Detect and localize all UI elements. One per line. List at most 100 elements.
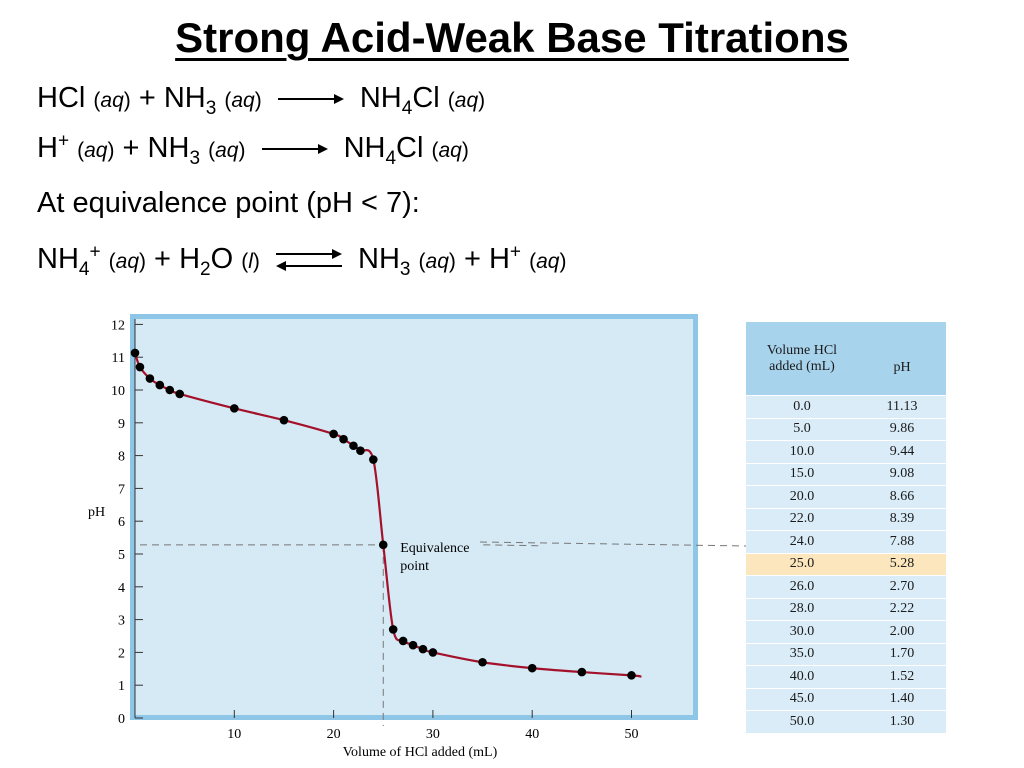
y-axis-label: pH [88,505,105,520]
ph-header: pH [858,322,946,396]
y-tick-label: 12 [111,318,125,333]
volume-cell: 22.0 [746,507,858,531]
data-point [408,640,418,650]
eq3-h2o: H [179,243,201,275]
ph-cell: 1.52 [858,665,946,688]
data-point [329,429,338,439]
y-tick-label: 0 [118,712,125,727]
eq2-cl: Cl [396,132,424,164]
titration-table: Volume HCl added (mL) pH 0.0 11.13 5.0 9.86… [746,322,946,733]
table-row: 20.0 8.66 [746,485,946,508]
table-row: 28.0 2.22 [746,597,946,621]
eq3-nh4-charge: + [89,241,101,263]
plot-area [135,319,693,715]
data-point [577,667,587,677]
eq3-o: O [210,243,234,275]
eq1-nh4-sub: 4 [401,97,413,119]
table-row: 40.0 1.52 [746,665,946,688]
ph-cell: 2.00 [858,620,946,643]
volume-header: Volume HCl added (mL) [746,322,858,396]
data-point [378,540,388,550]
eq1-nh4cl: NH [359,82,402,114]
volume-cell: 15.0 [746,462,858,486]
eq2-nh3-sub: 3 [189,147,201,169]
ph-cell: 8.39 [858,507,946,531]
eq3-h-charge: + [509,241,522,263]
eq2-nh4cl: NH [343,132,386,164]
volume-cell: 40.0 [746,665,858,688]
data-point [135,362,145,372]
volume-cell: 24.0 [746,530,858,553]
data-points [130,348,636,680]
equation-3: NH4+ (aq) + H2O (l) NH3 (aq) + H+ (aq) [37,241,567,280]
ph-cell: 9.86 [858,417,946,441]
eq3-h2o-sub: 2 [200,258,211,280]
table-row: 22.0 8.39 [746,507,946,531]
table-row: 30.0 2.00 [746,620,946,643]
table-row: 26.0 2.70 [746,575,946,598]
ph-cell: 9.44 [858,440,946,463]
y-tick-label: 1 [118,679,125,694]
volume-header-line1: Volume HCl [766,342,838,358]
ph-cell: 2.22 [858,597,946,621]
volume-cell: 45.0 [746,687,858,711]
eq2-state-aq: aq [84,139,108,162]
eq2-nh3: NH [147,132,190,164]
y-tick-label: 5 [118,548,125,563]
eq2-nh4-sub: 4 [385,147,397,169]
y-tick-label: 4 [118,581,125,596]
eq2-state-aq: aq [438,139,462,162]
equivalence-guide-right [483,544,544,547]
eq3-state-aq: aq [115,250,139,273]
eq1-state-aq: aq [231,89,255,112]
data-point [627,671,636,680]
ph-cell: 1.70 [858,642,946,666]
eq3-h: H [488,243,510,275]
ph-cell: 2.70 [858,575,946,598]
eq1-nh3: NH [163,82,206,114]
data-point [155,380,165,390]
x-tick-label: 40 [525,727,539,742]
equilibrium-arrow-icon [275,249,342,272]
x-axis: 10 20 30 40 50 [227,710,639,742]
volume-cell: 30.0 [746,620,858,643]
data-point [349,441,358,451]
data-point [339,434,348,444]
data-point [369,455,378,464]
equation-2: H+ (aq) + NH3 (aq) NH4Cl (aq) [37,130,469,169]
table-row: 35.0 1.70 [746,642,946,666]
page-title: Strong Acid-Weak Base Titrations [175,14,849,61]
ph-cell: 1.30 [858,710,946,733]
volume-cell: 20.0 [746,485,858,508]
volume-cell: 50.0 [746,710,858,733]
y-tick-label: 10 [111,384,125,399]
eq3-nh4-sub: 4 [78,258,90,280]
data-point [279,415,289,425]
eq3-state-l: l [248,250,253,273]
data-point [175,389,184,399]
data-point [478,657,487,667]
eq3-nh4: NH [37,243,79,275]
y-tick-label: 3 [118,614,125,629]
volume-cell: 5.0 [746,417,858,441]
eq1-state-aq: aq [100,89,124,112]
x-tick-label: 30 [426,727,440,742]
ph-cell: 11.13 [858,395,946,418]
volume-cell: 10.0 [746,440,858,463]
x-tick-label: 50 [625,727,639,742]
equation-1: HCl (aq) + NH3 (aq) NH4Cl (aq) [37,82,486,119]
eq1-state-aq: aq [454,89,479,112]
eq2-h: H [37,132,58,164]
table-row: 24.0 7.88 [746,530,946,553]
volume-header-line2: added (mL) [769,358,835,374]
y-tick-label: 2 [118,646,125,661]
volume-cell: 0.0 [746,395,858,418]
data-point [418,644,428,654]
data-point [388,625,398,634]
eq2-state-aq: aq [215,139,239,162]
eq3-nh3: NH [358,243,400,275]
eq2-h-charge: + [57,130,70,152]
table-row: 5.0 9.86 [746,417,946,441]
forward-arrow-icon [277,94,344,105]
